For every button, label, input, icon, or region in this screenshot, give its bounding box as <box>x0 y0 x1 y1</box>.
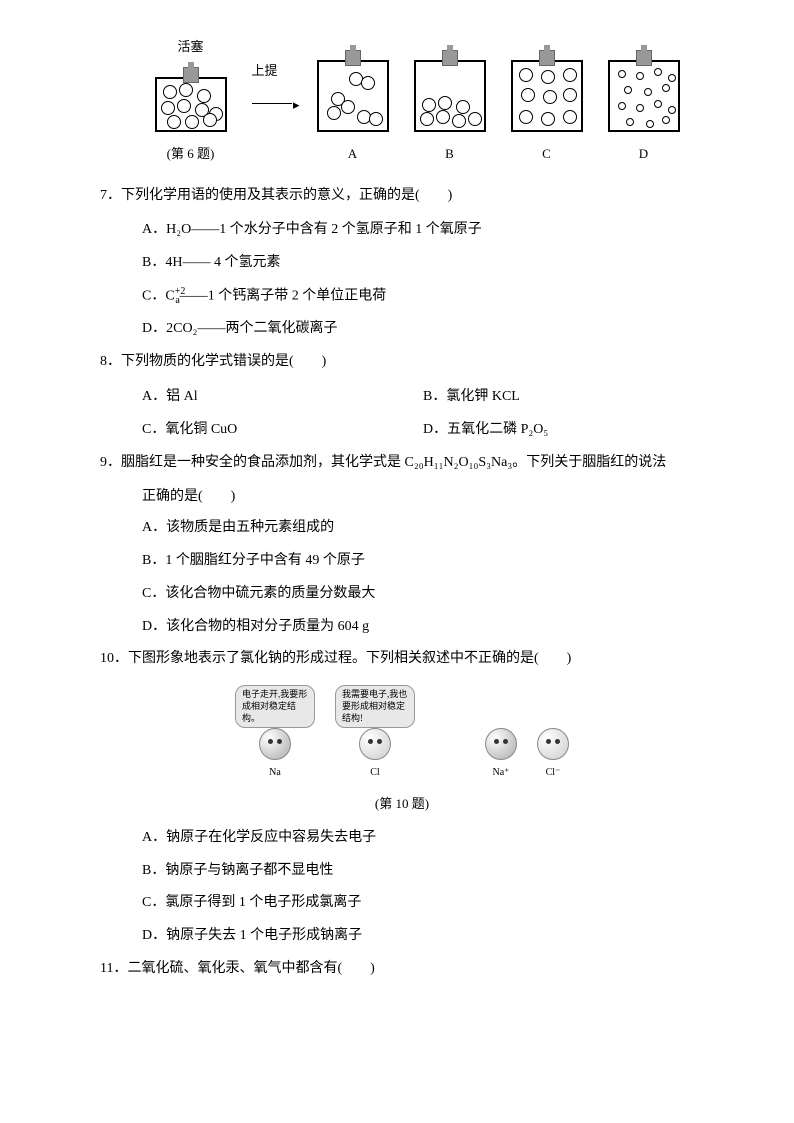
q7-opt-c: C．C+2a——1 个钙离子带 2 个单位正电荷 <box>142 281 704 312</box>
q10-bubble1: 电子走开,我要形成相对稳定结构。 <box>235 685 315 728</box>
q10-num: 10． <box>100 651 128 666</box>
q8-opt-b: B．氯化钾 KCL <box>423 382 704 413</box>
q8-opt-d: D．五氧化二磷 P₂O₅ <box>423 415 704 446</box>
q8-opt-a: A．铝 Al <box>142 382 423 413</box>
piston-label: 活塞 <box>177 33 203 62</box>
q10-text: 下图形象地表示了氯化钠的形成过程。下列相关叙述中不正确的是( ) <box>128 651 571 666</box>
q7: 7．下列化学用语的使用及其表示的意义，正确的是( ) <box>100 181 704 212</box>
q10-opt-c: C．氯原子得到 1 个电子形成氯离子 <box>142 888 704 919</box>
q6-diagram: 活塞 上提 <box>130 60 704 132</box>
q8-options: A．铝 Al B．氯化钾 KCL C．氧化铜 CuO D．五氧化二磷 P₂O₅ <box>142 382 704 448</box>
q8-num: 8． <box>100 354 121 369</box>
q6-box-initial: 活塞 <box>155 60 227 132</box>
q9-text-post: 。下列关于胭脂红的说法 <box>512 455 666 470</box>
q10-opt-d: D．钠原子失去 1 个电子形成钠离子 <box>142 921 704 952</box>
q6-caption-a: A <box>317 140 389 169</box>
q7-opt-b: B．4H—— 4 个氢元素 <box>142 248 704 279</box>
q7-opt-a: A．H₂O——1 个水分子中含有 2 个氢原子和 1 个氧原子 <box>142 215 704 246</box>
q9-opt-c: C．该化合物中硫元素的质量分数最大 <box>142 579 704 610</box>
q9-num: 9． <box>100 455 121 470</box>
q10-na-atom: 电子走开,我要形成相对稳定结构。 Na <box>235 685 315 784</box>
q6-box-a <box>317 60 389 132</box>
q9-options: A．该物质是由五种元素组成的 B．1 个胭脂红分子中含有 49 个原子 C．该化… <box>142 513 704 642</box>
q11-num: 11． <box>100 961 127 976</box>
arrow-label: 上提 <box>252 57 292 114</box>
q10-cl-ion: Cl⁻ <box>537 728 569 784</box>
q6-captions: (第 6 题) A B C D <box>130 140 704 169</box>
q10-caption: (第 10 题) <box>100 790 704 819</box>
q9: 9．胭脂红是一种安全的食品添加剂，其化学式是 C₂₀H₁₁N₂O₁₀S₃Na₃。… <box>100 448 704 479</box>
q6-box-b <box>414 60 486 132</box>
q7-num: 7． <box>100 188 121 203</box>
q10-opt-b: B．钠原子与钠离子都不显电性 <box>142 856 704 887</box>
q10-opt-a: A．钠原子在化学反应中容易失去电子 <box>142 823 704 854</box>
q6-caption-main: (第 6 题) <box>155 140 227 169</box>
q10-bubble2: 我需要电子,我也要形成相对稳定结构! <box>335 685 415 728</box>
q9-formula: ₂₀H₁₁N₂O₁₀S₃Na₃ <box>414 455 512 470</box>
q10-options: A．钠原子在化学反应中容易失去电子 B．钠原子与钠离子都不显电性 C．氯原子得到… <box>142 823 704 952</box>
q9-opt-b: B．1 个胭脂红分子中含有 49 个原子 <box>142 546 704 577</box>
q9-text-line2: 正确的是( ) <box>142 482 704 513</box>
q6-box-c <box>511 60 583 132</box>
q7-text: 下列化学用语的使用及其表示的意义，正确的是( ) <box>121 188 452 203</box>
q8-text: 下列物质的化学式错误的是( ) <box>121 354 326 369</box>
q6-caption-d: D <box>608 140 680 169</box>
q9-opt-a: A．该物质是由五种元素组成的 <box>142 513 704 544</box>
q10-cl-atom: 我需要电子,我也要形成相对稳定结构! Cl <box>335 685 415 784</box>
q10: 10．下图形象地表示了氯化钠的形成过程。下列相关叙述中不正确的是( ) <box>100 644 704 675</box>
q11: 11．二氧化硫、氧化汞、氧气中都含有( ) <box>100 954 704 985</box>
q9-opt-d: D．该化合物的相对分子质量为 604 g <box>142 612 704 643</box>
q6-caption-b: B <box>414 140 486 169</box>
q8-opt-c: C．氧化铜 CuO <box>142 415 423 446</box>
q10-diagram: 电子走开,我要形成相对稳定结构。 Na 我需要电子,我也要形成相对稳定结构! C… <box>100 685 704 819</box>
q6-caption-c: C <box>511 140 583 169</box>
q11-text: 二氧化硫、氧化汞、氧气中都含有( ) <box>127 961 374 976</box>
q8: 8．下列物质的化学式错误的是( ) <box>100 347 704 378</box>
q9-text-pre: 胭脂红是一种安全的食品添加剂，其化学式是 C <box>121 455 414 470</box>
q7-opt-d: D．2CO₂——两个二氧化碳离子 <box>142 314 704 345</box>
q10-na-ion: Na⁺ <box>485 728 517 784</box>
q7-options: A．H₂O——1 个水分子中含有 2 个氢原子和 1 个氧原子 B．4H—— 4… <box>142 215 704 345</box>
q6-box-d <box>608 60 680 132</box>
